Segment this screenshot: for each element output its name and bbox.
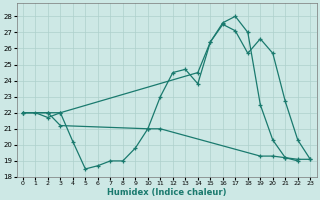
X-axis label: Humidex (Indice chaleur): Humidex (Indice chaleur)	[107, 188, 226, 197]
